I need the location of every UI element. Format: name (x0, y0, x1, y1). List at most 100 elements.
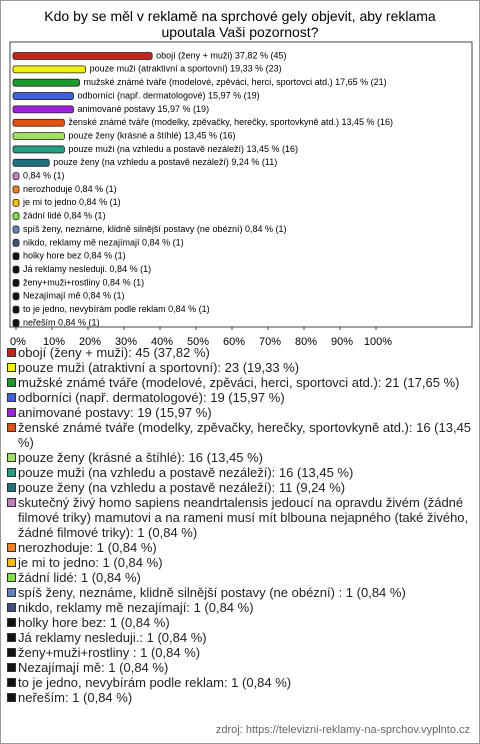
legend-swatch (7, 423, 16, 432)
legend-swatch (7, 498, 16, 507)
legend-label: holky hore bez: 1 (0,84 %) (18, 615, 170, 630)
legend-label: neřeším: 1 (0,84 %) (18, 690, 133, 705)
bar-label: pouze muži (na vzhledu a postavě nezálež… (68, 144, 298, 154)
bar-label: Já reklamy nesleduji. 0,84 % (1) (23, 264, 151, 274)
legend-item: obojí (ženy + muži): 45 (37,82 %) (6, 345, 472, 360)
legend-item: neřeším: 1 (0,84 %) (6, 690, 472, 705)
bar-label: animované postavy 15,97 % (19) (77, 104, 209, 114)
legend-swatch (7, 483, 16, 492)
legend-label: ženské známé tváře (modelky, zpěvačky, h… (18, 420, 472, 450)
legend-item: nerozhoduje: 1 (0,84 %) (6, 540, 472, 555)
x-tick-label: 50% (187, 336, 209, 348)
legend-label: pouze muži (atraktivní a sportovní): 23 … (18, 360, 300, 375)
bar-label: pouze ženy (na vzhledu a postavě nezálež… (53, 157, 277, 167)
bar-label: ženy+muži+rostliny 0,84 % (1) (23, 277, 144, 287)
bar-label: nerozhoduje 0,84 % (1) (23, 184, 117, 194)
legend-swatch (7, 468, 16, 477)
source: zdroj: https://televizni-reklamy-na-sprc… (215, 724, 470, 736)
bar (12, 65, 86, 74)
bar (12, 132, 65, 140)
legend-item: to je jedno, nevybírám podle reklam: 1 (… (6, 675, 472, 690)
legend-swatch (7, 663, 16, 672)
bar (12, 265, 20, 274)
legend-swatch (7, 588, 16, 597)
legend-swatch (7, 378, 16, 387)
legend-item: holky hore bez: 1 (0,84 %) (6, 615, 472, 630)
legend-item: žádní lidé: 1 (0,84 %) (6, 570, 472, 585)
bar (12, 238, 20, 247)
legend-swatch (7, 543, 16, 552)
legend-item: skutečný živý homo sapiens neandrtalensi… (6, 495, 472, 540)
bar (12, 292, 20, 301)
legend-swatch (7, 408, 16, 417)
legend-label: odborníci (např. dermatologové): 19 (15,… (18, 390, 285, 405)
bar (12, 172, 20, 181)
legend-swatch (7, 558, 16, 567)
legend-item: Nezajímají mě: 1 (0,84 %) (6, 660, 472, 675)
bar-label: je mi to jedno 0,84 % (1) (22, 197, 121, 207)
legend-item: pouze muži (atraktivní a sportovní): 23 … (6, 360, 472, 375)
bar (12, 185, 20, 194)
legend-item: odborníci (např. dermatologové): 19 (15,… (6, 390, 472, 405)
legend-label: mužské známé tváře (modelové, zpěváci, h… (18, 375, 460, 390)
legend-swatch (7, 573, 16, 582)
bar (12, 305, 20, 314)
bar (12, 92, 74, 100)
legend-swatch (7, 633, 16, 642)
plot-frame (9, 41, 473, 328)
legend-item: spíš ženy, neznáme, klidně silnější post… (6, 585, 472, 600)
legend-swatch (7, 648, 16, 657)
x-tick-label: 40% (151, 336, 173, 348)
legend-item: pouze ženy (na vzhledu a postavě nezálež… (6, 480, 472, 495)
bar (12, 145, 65, 154)
bar-label: ženské známé tváře (modelky, zpěvačky, h… (68, 117, 393, 127)
x-tick-label: 10% (43, 336, 65, 348)
x-tick-label: 20% (79, 336, 101, 348)
legend-label: animované postavy: 19 (15,97 %) (18, 405, 212, 420)
legend-swatch (7, 693, 16, 702)
bar-label: pouze ženy (krásné a štíhlé) 13,45 % (16… (68, 130, 235, 140)
legend: obojí (ženy + muži): 45 (37,82 %) pouze m… (6, 345, 472, 705)
bar (12, 319, 20, 327)
legend-item: Já reklamy nesleduji.: 1 (0,84 %) (6, 630, 472, 645)
x-tick-label: 70% (259, 336, 281, 348)
legend-swatch (7, 348, 16, 357)
bar (12, 78, 80, 87)
bar-label: Nezajímají mě 0,84 % (1) (23, 291, 125, 301)
bar-label: spíš ženy, neznáme, klidně silnější post… (23, 224, 286, 234)
legend-label: pouze muži (na vzhledu a postavě nezálež… (18, 465, 354, 480)
x-tick-label: 80% (295, 336, 317, 348)
legend-swatch (7, 363, 16, 372)
legend-item: animované postavy: 19 (15,97 %) (6, 405, 472, 420)
bar (12, 105, 74, 114)
x-tick-label: 30% (115, 336, 137, 348)
bar-label: pouze muži (atraktivní a sportovní) 19,3… (90, 64, 282, 74)
legend-item: nikdo, reklamy mě nezajímají: 1 (0,84 %) (6, 600, 472, 615)
bar (12, 212, 20, 221)
legend-item: pouze muži (na vzhledu a postavě nezálež… (6, 465, 472, 480)
legend-item: ženské známé tváře (modelky, zpěvačky, h… (6, 420, 472, 450)
legend-swatch (7, 453, 16, 462)
x-tick-label: 90% (331, 336, 353, 348)
legend-label: pouze ženy (na vzhledu a postavě nezálež… (18, 480, 346, 495)
legend-label: nikdo, reklamy mě nezajímají: 1 (0,84 %) (18, 600, 254, 615)
legend-label: ženy+muži+rostliny : 1 (0,84 %) (18, 645, 201, 660)
bar (12, 279, 20, 287)
x-tick-label: 0% (10, 336, 26, 348)
chart: 0% 10% 20% 30% 40% 50% 60% 70% 80% 90% 100% obojí (… (9, 41, 473, 348)
bar (12, 198, 20, 207)
legend-item: je mi to jedno: 1 (0,84 %) (6, 555, 472, 570)
legend-swatch (7, 393, 16, 402)
bar-label: holky hore bez 0,84 % (1) (23, 251, 126, 261)
bar-label: to je jedno, nevybírám podle reklam 0,84… (23, 304, 210, 314)
legend-label: Nezajímají mě: 1 (0,84 %) (18, 660, 169, 675)
legend-label: nerozhoduje: 1 (0,84 %) (18, 540, 157, 555)
bar (12, 118, 65, 127)
bar (12, 252, 20, 261)
legend-label: je mi to jedno: 1 (0,84 %) (18, 555, 163, 570)
legend-label: obojí (ženy + muži): 45 (37,82 %) (18, 345, 210, 360)
bar-label: mužské známé tváře (modelové, zpěváci, h… (84, 77, 387, 87)
bar-label: 0,84 % (1) (23, 171, 65, 181)
legend-swatch (7, 603, 16, 612)
legend-swatch (7, 618, 16, 627)
